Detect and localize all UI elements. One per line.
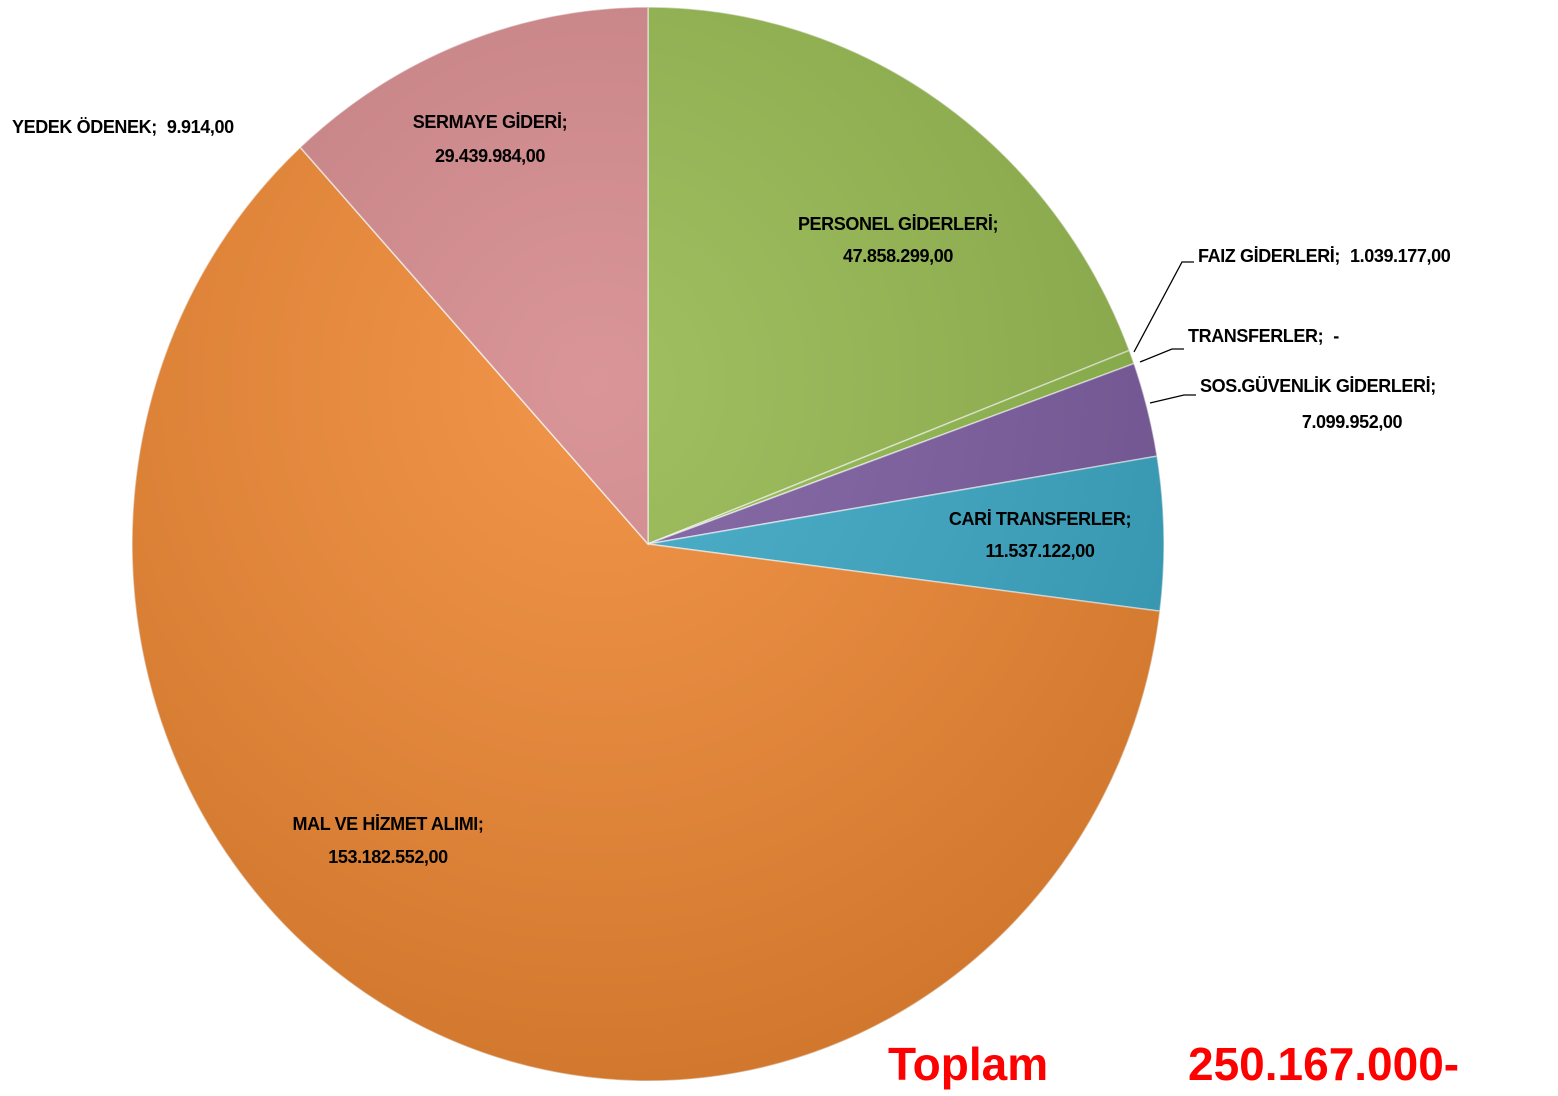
data-label: CARİ TRANSFERLER;	[949, 509, 1131, 529]
category-name: FAIZ GİDERLERİ	[1198, 246, 1334, 266]
category-name: SOS.GÜVENLİK GİDERLERİ	[1200, 376, 1430, 396]
value-label: 29.439.984,00	[435, 146, 545, 166]
value-label: 47.858.299,00	[843, 246, 953, 266]
leader-line	[1133, 261, 1194, 353]
category-name: SERMAYE GİDERİ	[413, 112, 562, 132]
label-separator: ;	[1318, 326, 1324, 346]
label-separator: ;	[992, 214, 998, 234]
value-label: 9.914,00	[167, 117, 234, 137]
data-label: YEDEK ÖDENEK; 9.914,00	[12, 117, 234, 137]
category-name: YEDEK ÖDENEK	[12, 117, 152, 137]
data-label: SOS.GÜVENLİK GİDERLERİ;	[1200, 376, 1436, 396]
category-name: MAL VE HİZMET ALIMI	[293, 814, 478, 834]
category-name: TRANSFERLER	[1188, 326, 1318, 346]
label-separator: ;	[1126, 509, 1132, 529]
value-label: 7.099.952,00	[1302, 412, 1403, 432]
category-name: PERSONEL GİDERLERİ	[798, 214, 993, 234]
label-separator: ;	[1334, 246, 1340, 266]
label-separator: ;	[562, 112, 568, 132]
total-label: Toplam	[888, 1038, 1048, 1090]
value-label: 11.537.122,00	[986, 541, 1095, 561]
value-label: 1.039.177,00	[1350, 246, 1451, 266]
data-label: TRANSFERLER; -	[1188, 326, 1339, 346]
label-separator: ;	[151, 117, 157, 137]
label-separator: ;	[1430, 376, 1436, 396]
value-label: -	[1333, 326, 1339, 346]
data-label: MAL VE HİZMET ALIMI;	[293, 814, 484, 834]
category-name: CARİ TRANSFERLER	[949, 509, 1126, 529]
labels: PERSONEL GİDERLERİ; 47.858.299,00 FAIZ GİD…	[12, 112, 1451, 867]
data-label: SERMAYE GİDERİ;	[413, 112, 567, 132]
label-separator: ;	[478, 814, 484, 834]
data-label: PERSONEL GİDERLERİ;	[798, 214, 998, 234]
leader-line	[1139, 348, 1184, 363]
total-value: 250.167.000-	[1188, 1038, 1459, 1090]
value-label: 153.182.552,00	[328, 847, 448, 867]
leader-line	[1149, 394, 1196, 404]
data-label: FAIZ GİDERLERİ; 1.039.177,00	[1198, 246, 1451, 266]
